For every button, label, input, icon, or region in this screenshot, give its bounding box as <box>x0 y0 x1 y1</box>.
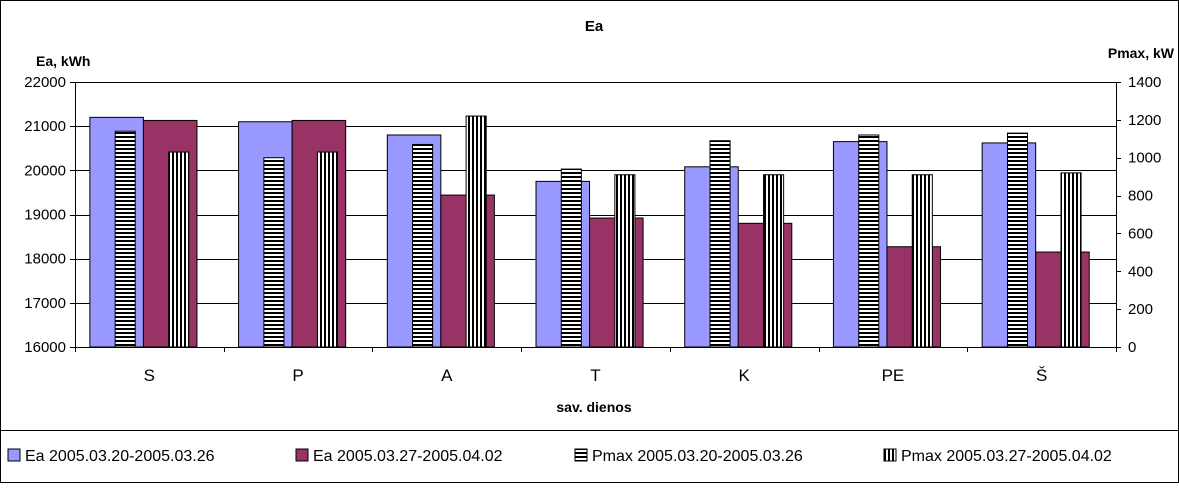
category-label: K <box>739 366 751 385</box>
left-tick-label: 18000 <box>24 251 66 268</box>
bar <box>168 151 190 348</box>
bar <box>858 134 880 348</box>
category-label: A <box>441 366 453 385</box>
bar <box>465 115 487 348</box>
left-tick-label: 17000 <box>24 295 66 312</box>
bar <box>412 143 434 348</box>
left-axis-title: Ea, kWh <box>36 53 90 69</box>
right-tick-label: 1400 <box>1128 74 1161 91</box>
left-tick-labels: 16000 17000 18000 19000 20000 21000 22000 <box>24 74 66 356</box>
right-tick-label: 1000 <box>1128 150 1161 167</box>
right-tick-label: 400 <box>1128 263 1153 280</box>
axes <box>70 82 1121 352</box>
left-tick-label: 20000 <box>24 162 66 179</box>
chart-title: Ea <box>585 18 604 35</box>
legend-label: Ea 2005.03.27-2005.04.02 <box>313 448 503 465</box>
category-label: T <box>590 366 600 385</box>
category-labels: S P A T K PE Š <box>144 366 1048 385</box>
right-tick-label: 200 <box>1128 301 1153 318</box>
legend-swatch <box>7 448 21 462</box>
legend-label: Pmax 2005.03.20-2005.03.26 <box>592 448 803 465</box>
right-axis-title: Pmax, kW <box>1108 45 1175 61</box>
left-tick-label: 22000 <box>24 74 66 91</box>
bar <box>316 151 338 348</box>
bar <box>114 130 136 348</box>
legend: Ea 2005.03.20-2005.03.26 Ea 2005.03.27-20… <box>7 448 1112 465</box>
bars <box>89 115 1090 348</box>
bar <box>709 140 731 348</box>
legend-swatch <box>295 448 309 462</box>
bar <box>263 157 285 348</box>
right-tick-label: 0 <box>1128 339 1136 356</box>
left-tick-label: 21000 <box>24 118 66 135</box>
left-tick-label: 16000 <box>24 339 66 356</box>
right-tick-labels: 0 200 400 600 800 1000 1200 1400 <box>1128 74 1161 356</box>
bar <box>560 168 582 348</box>
right-tick-label: 600 <box>1128 225 1153 242</box>
bar <box>911 174 933 348</box>
category-label: Š <box>1036 366 1047 385</box>
left-tick-label: 19000 <box>24 207 66 224</box>
right-tick-label: 800 <box>1128 188 1153 205</box>
x-axis-title: sav. dienos <box>556 399 631 415</box>
category-label: PE <box>882 366 905 385</box>
bar <box>763 174 785 348</box>
legend-label: Pmax 2005.03.27-2005.04.02 <box>901 448 1112 465</box>
bar <box>1060 172 1082 348</box>
legend-label: Ea 2005.03.20-2005.03.26 <box>25 448 215 465</box>
right-tick-label: 1200 <box>1128 112 1161 129</box>
legend-swatch <box>574 448 588 462</box>
legend-swatch <box>883 448 897 462</box>
category-label: S <box>144 366 155 385</box>
bar <box>1006 132 1029 348</box>
bar <box>614 174 636 348</box>
category-label: P <box>292 366 303 385</box>
